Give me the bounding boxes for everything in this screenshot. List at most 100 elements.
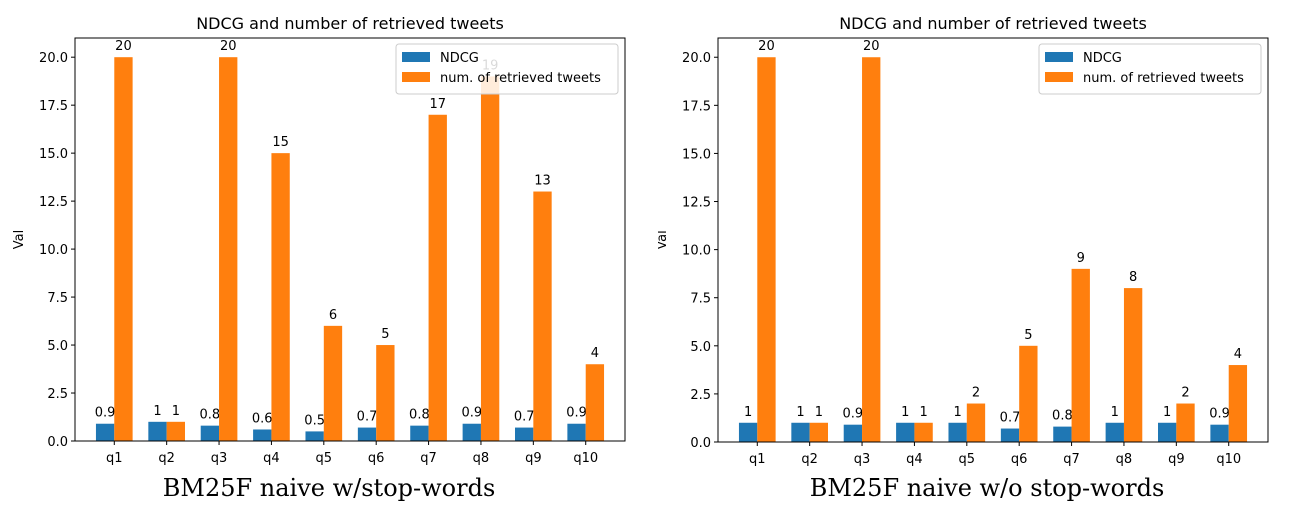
y-tick-label: 2.5	[690, 388, 711, 403]
retrieved-bar	[757, 57, 776, 442]
x-tick-label: q9	[525, 451, 542, 466]
ndcg-bar	[148, 421, 167, 441]
x-tick-label: q4	[263, 451, 280, 466]
y-tick-label: 0.0	[47, 435, 68, 450]
y-tick-label: 5.0	[690, 340, 711, 355]
bar-value-label: 9	[1077, 251, 1085, 266]
x-tick-label: q6	[1011, 452, 1028, 467]
bar-value-label: 0.8	[200, 408, 221, 423]
retrieved-bar	[219, 57, 238, 441]
bar-value-label: 1	[1111, 405, 1119, 420]
ndcg-bar	[843, 424, 863, 442]
y-tick-label: 5.0	[47, 339, 68, 354]
bar-value-label: 13	[534, 174, 551, 189]
bar-value-label: 0.6	[252, 411, 273, 426]
retrieved-bar	[114, 57, 133, 441]
x-tick-label: q2	[158, 451, 175, 466]
retrieved-bar	[271, 153, 290, 441]
bar-value-label: 20	[115, 39, 132, 54]
chart-panel-right: NDCG and number of retrieved tweets 0.0 2.…	[658, 0, 1316, 527]
retrieved-bar	[1019, 345, 1038, 442]
ndcg-bar	[1000, 428, 1020, 442]
y-tick-label: 7.5	[690, 292, 711, 307]
bar-value-label: 0.7	[357, 410, 378, 425]
bar-value-label: 5	[1024, 328, 1032, 343]
bar-value-label: 2	[972, 386, 980, 401]
bar-value-label: 1	[901, 405, 909, 420]
bar-value-label: 6	[329, 308, 337, 323]
bar-value-label: 0.8	[409, 408, 430, 423]
y-tick-label: 12.5	[39, 195, 68, 210]
bar-value-label: 2	[1181, 386, 1189, 401]
retrieved-bar	[585, 364, 605, 441]
y-tick-label: 10.0	[39, 243, 68, 258]
legend-label: NDCG	[440, 51, 479, 66]
legend	[395, 43, 619, 95]
y-tick-label: 12.5	[682, 196, 711, 211]
retrieved-bar	[862, 57, 881, 442]
bar-value-label: 20	[863, 39, 880, 54]
bar-value-label: 1	[954, 405, 962, 420]
retrieved-bar	[1176, 403, 1195, 442]
x-tick-label: q1	[106, 451, 123, 466]
x-tick-label: q8	[473, 451, 490, 466]
x-tick-label: q1	[749, 452, 766, 467]
bar-value-label: 1	[744, 405, 752, 420]
bar-value-label: 1	[172, 404, 180, 419]
y-tick-label: 20.0	[39, 51, 68, 66]
bar-value-label: 15	[272, 135, 289, 150]
chart-panel-left: NDCG and number of retrieved tweets 0.0 2.…	[12, 14, 626, 502]
bar-value-label: 5	[381, 327, 389, 342]
ndcg-bar	[738, 422, 758, 442]
retrieved-bar	[809, 422, 828, 442]
bar-value-label: 1	[919, 405, 927, 420]
bar-value-label: 1	[796, 405, 804, 420]
chart-left: NDCG and number of retrieved tweets 0.0 2.…	[12, 14, 626, 466]
bar-value-label: 17	[429, 97, 446, 112]
retrieved-bar	[1228, 365, 1248, 442]
legend-label: num. of retrieved tweets	[1083, 71, 1244, 86]
ndcg-bar	[896, 422, 915, 442]
retrieved-bar	[966, 403, 986, 442]
bar-value-label: 0.9	[1209, 407, 1230, 422]
chart-right: NDCG and number of retrieved tweets 0.0 2.…	[658, 14, 1269, 467]
bar-value-label: 1	[1163, 405, 1171, 420]
legend	[1038, 43, 1262, 95]
ndcg-bar	[567, 423, 586, 441]
ndcg-bar	[1105, 422, 1124, 442]
bar-value-label: 1	[815, 405, 823, 420]
y-tick-label: 0.0	[690, 436, 711, 451]
legend-swatch-retrieved	[1045, 72, 1073, 82]
y-tick-label: 15.0	[682, 147, 711, 162]
retrieved-bar	[323, 325, 343, 441]
retrieved-bar	[533, 191, 552, 441]
ndcg-bar	[200, 425, 220, 441]
chart-title: NDCG and number of retrieved tweets	[196, 14, 504, 33]
ndcg-bar	[1158, 422, 1177, 442]
x-tick-label: q5	[316, 451, 333, 466]
bar-value-label: 0.5	[304, 413, 325, 428]
y-tick-label: 17.5	[682, 99, 711, 114]
x-tick-label: q6	[368, 451, 385, 466]
legend-label: num. of retrieved tweets	[440, 71, 601, 86]
ndcg-bar	[948, 422, 967, 442]
bar-value-label: 0.9	[95, 406, 116, 421]
retrieved-bar	[166, 421, 185, 441]
x-tick-label: q8	[1116, 452, 1133, 467]
ndcg-bar	[95, 423, 115, 441]
plot-frame	[717, 37, 1269, 443]
legend-swatch-ndcg	[402, 52, 430, 62]
retrieved-bar	[376, 345, 395, 441]
y-tick-label: 10.0	[682, 244, 711, 259]
retrieved-bar	[1123, 288, 1143, 442]
ndcg-bar	[357, 427, 377, 441]
retrieved-bar	[1071, 268, 1090, 442]
x-tick-label: q3	[854, 452, 871, 467]
y-tick-label: 15.0	[39, 147, 68, 162]
ndcg-bar	[462, 423, 481, 441]
bar-value-label: 20	[220, 39, 237, 54]
bar-value-label: 4	[591, 346, 599, 361]
x-tick-label: q9	[1168, 452, 1185, 467]
y-axis-label: Val	[658, 230, 670, 249]
bar-value-label: 4	[1234, 347, 1242, 362]
